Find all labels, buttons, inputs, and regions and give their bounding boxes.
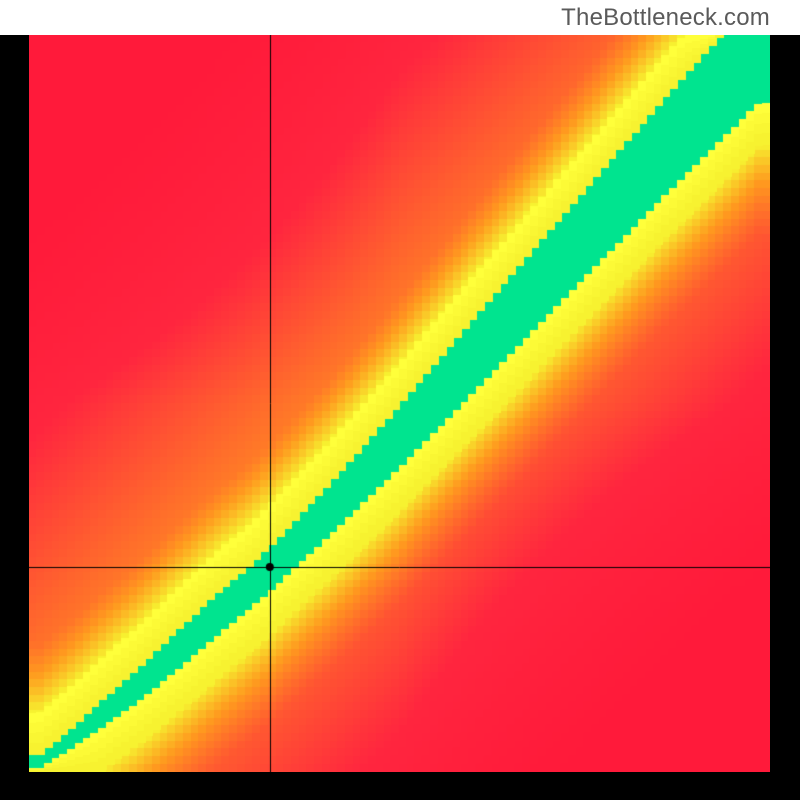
crosshair-overlay: [29, 35, 770, 772]
watermark-text: TheBottleneck.com: [561, 4, 770, 32]
page-root: TheBottleneck.com: [0, 0, 800, 800]
chart-outer-frame: [0, 35, 800, 800]
